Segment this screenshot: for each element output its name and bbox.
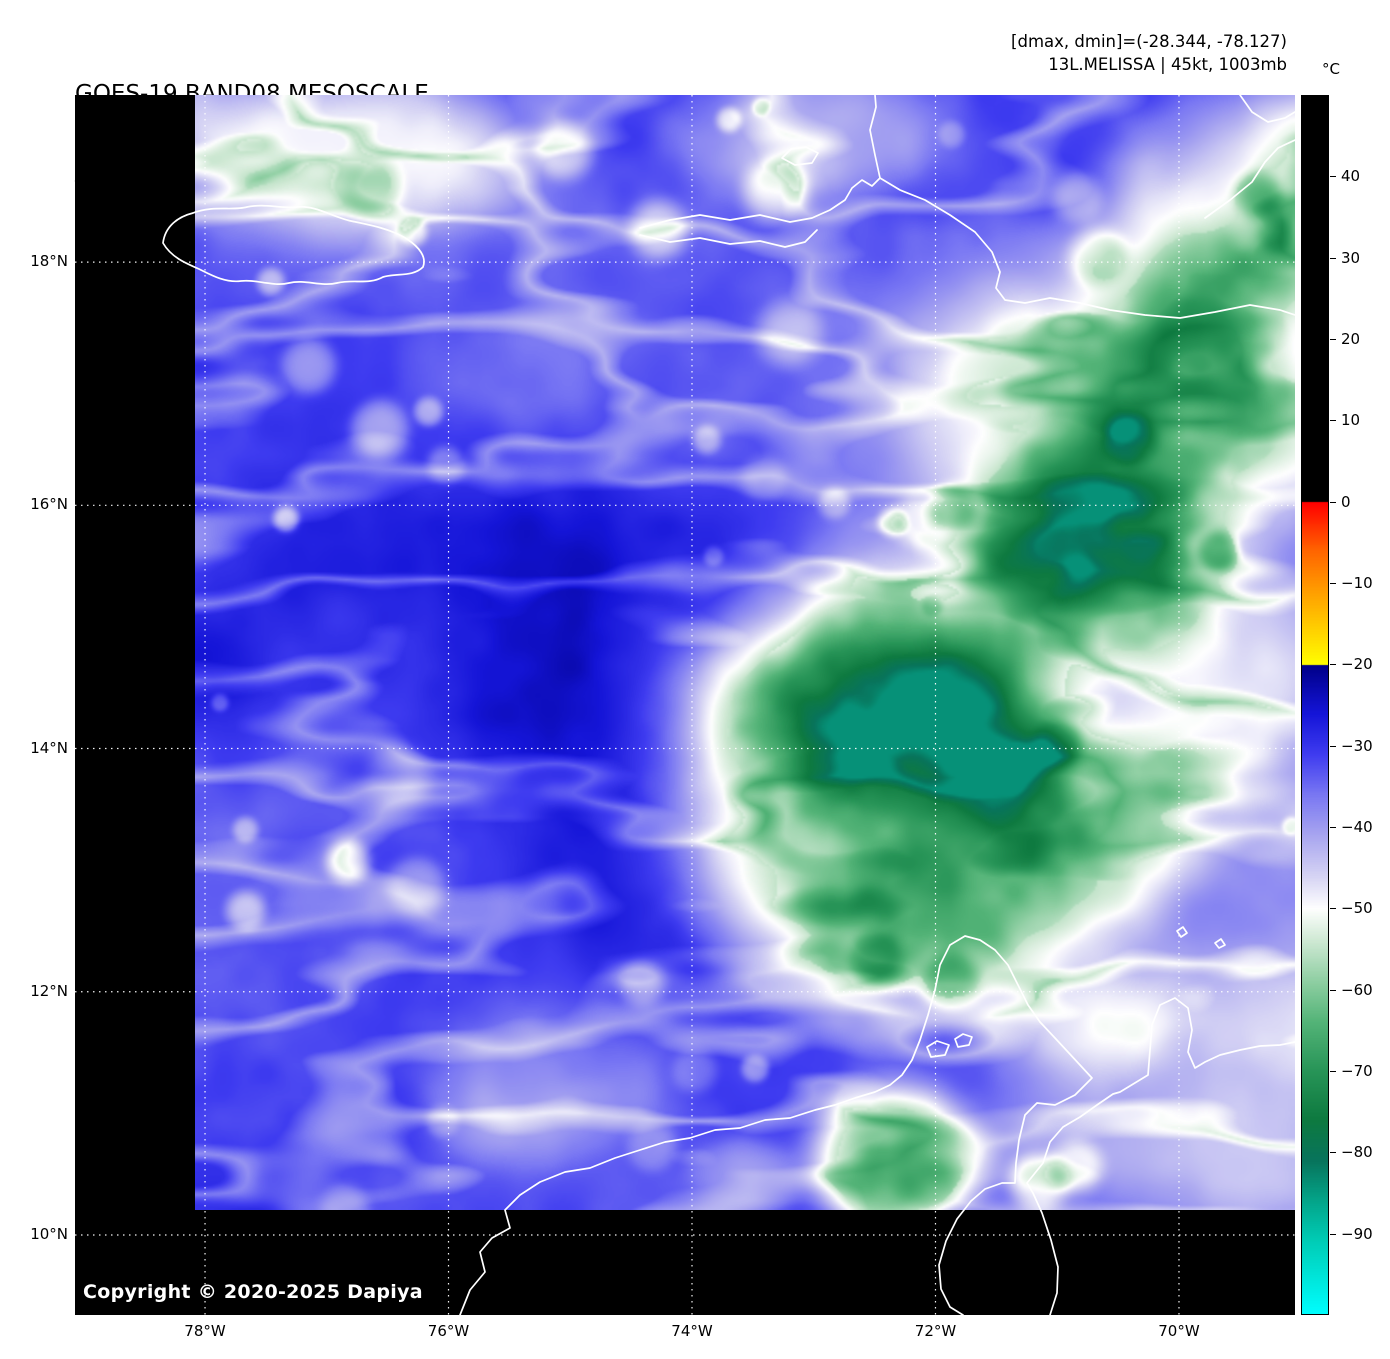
- coastline-jamaica: [162, 204, 425, 285]
- coastline-small-island-4: [1214, 938, 1226, 949]
- coastline-dr-northeast-coast: [1204, 139, 1295, 219]
- coastline-small-island-1: [926, 1040, 950, 1058]
- colorbar-tick-label: −90: [1341, 1224, 1373, 1243]
- coastlines: [162, 95, 1295, 1315]
- lat-label: 12°N: [30, 981, 68, 1000]
- colorbar-tick: [1330, 1071, 1336, 1072]
- lat-label: 10°N: [30, 1224, 68, 1243]
- colorbar-tick-label: 20: [1341, 330, 1361, 348]
- coastline-haiti-coast-north-exit: [869, 95, 881, 179]
- coastline-small-island-3: [1176, 926, 1188, 938]
- colorbar-tick-label: 0: [1341, 492, 1351, 511]
- lon-label: 78°W: [184, 1322, 226, 1340]
- colorbar-tick-label: −40: [1341, 818, 1373, 836]
- lat-label: 16°N: [30, 495, 68, 514]
- colorbar-canvas: [1302, 96, 1328, 1314]
- satellite-plot: Copyright © 2020-2025 Dapiya: [75, 95, 1295, 1315]
- colorbar-tick: [1330, 908, 1336, 910]
- coastline-gonave-island: [781, 146, 819, 166]
- colorbar-tick: [1330, 1233, 1336, 1235]
- lon-label: 72°W: [914, 1322, 957, 1340]
- lon-label: 70°W: [1158, 1322, 1200, 1340]
- dmax-dmin-readout: [dmax, dmin]=(-28.344, -78.127): [1011, 32, 1287, 51]
- colorbar-tick: [1330, 989, 1336, 991]
- colorbar-tick: [1330, 420, 1336, 422]
- storm-status-readout: 13L.MELISSA | 45kt, 1003mb: [1048, 55, 1287, 74]
- colorbar-unit-label: °C: [1322, 60, 1340, 78]
- lon-label: 74°W: [671, 1322, 713, 1340]
- colorbar-tick-label: −10: [1341, 574, 1373, 592]
- colorbar-tick: [1330, 583, 1336, 584]
- copyright-text: Copyright © 2020-2025 Dapiya: [83, 1281, 423, 1303]
- info-block: [dmax, dmin]=(-28.344, -78.127) 13L.MELI…: [1011, 30, 1287, 76]
- grid-lines: [75, 95, 1295, 1315]
- colorbar-tick-label: 10: [1341, 411, 1361, 430]
- colorbar-tick: [1330, 745, 1336, 747]
- colorbar-tick-label: 30: [1341, 248, 1361, 267]
- colorbar-tick-label: −30: [1341, 736, 1373, 755]
- colorbar-tick: [1330, 176, 1336, 178]
- map-overlay: [75, 95, 1295, 1315]
- colorbar-tick-label: 40: [1341, 167, 1361, 186]
- coastline-south-america-east-maracaibo: [1026, 997, 1295, 1315]
- colorbar-tick-label: −20: [1341, 655, 1373, 674]
- colorbar: [1301, 95, 1329, 1315]
- coastline-small-island-2: [954, 1033, 973, 1048]
- coastline-haiti-peninsula-south: [639, 229, 818, 248]
- colorbar-tick-label: −60: [1341, 980, 1373, 999]
- lon-label: 76°W: [427, 1322, 470, 1340]
- coastline-dr-corner-coast: [1239, 95, 1295, 123]
- colorbar-tick: [1330, 827, 1336, 828]
- colorbar-tick: [1330, 257, 1336, 259]
- colorbar-tick: [1330, 1152, 1336, 1154]
- colorbar-tick-label: −70: [1341, 1062, 1373, 1080]
- colorbar-tick: [1330, 664, 1336, 666]
- coastline-south-america-west: [459, 935, 1093, 1315]
- coastline-hispaniola-north: [639, 177, 1295, 319]
- colorbar-tick: [1330, 501, 1336, 503]
- colorbar-tick-label: −80: [1341, 1143, 1373, 1162]
- colorbar-tick: [1330, 339, 1336, 340]
- colorbar-tick-label: −50: [1341, 899, 1373, 918]
- lat-label: 18°N: [30, 252, 68, 271]
- lat-label: 14°N: [30, 738, 68, 757]
- satellite-image-canvas: [195, 95, 1295, 1210]
